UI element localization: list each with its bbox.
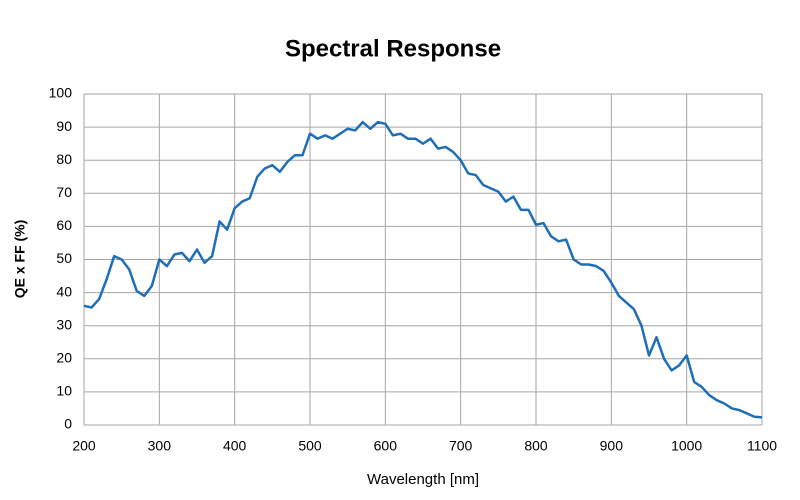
y-tick-label: 70 [56, 184, 72, 200]
x-tick-label: 600 [374, 438, 398, 454]
y-tick-label: 20 [56, 350, 72, 366]
data-line [83, 120, 763, 419]
x-tick-label: 800 [524, 438, 548, 454]
y-tick-label: 90 [56, 118, 72, 134]
x-tick-label: 300 [148, 438, 172, 454]
y-tick-label: 40 [56, 283, 72, 299]
y-tick-label: 60 [56, 217, 72, 233]
y-tick-label: 10 [56, 383, 72, 399]
x-tick-label: 400 [223, 438, 247, 454]
x-tick-label: 700 [449, 438, 473, 454]
y-tick-label: 100 [49, 85, 73, 101]
chart-title: Spectral Response [285, 35, 501, 62]
x-tick-label: 900 [600, 438, 624, 454]
x-tick-label: 1100 [747, 438, 777, 454]
x-tick-label: 500 [298, 438, 322, 454]
x-tick-label: 1000 [671, 438, 702, 454]
y-tick-label: 0 [64, 416, 72, 432]
y-tick-label: 50 [56, 250, 72, 266]
y-tick-label: 80 [56, 151, 72, 167]
x-axis-label: Wavelength [nm] [367, 471, 479, 488]
y-axis-label: QE x FF (%) [12, 220, 28, 299]
y-tick-label: 30 [56, 316, 72, 332]
x-tick-label: 200 [72, 438, 96, 454]
